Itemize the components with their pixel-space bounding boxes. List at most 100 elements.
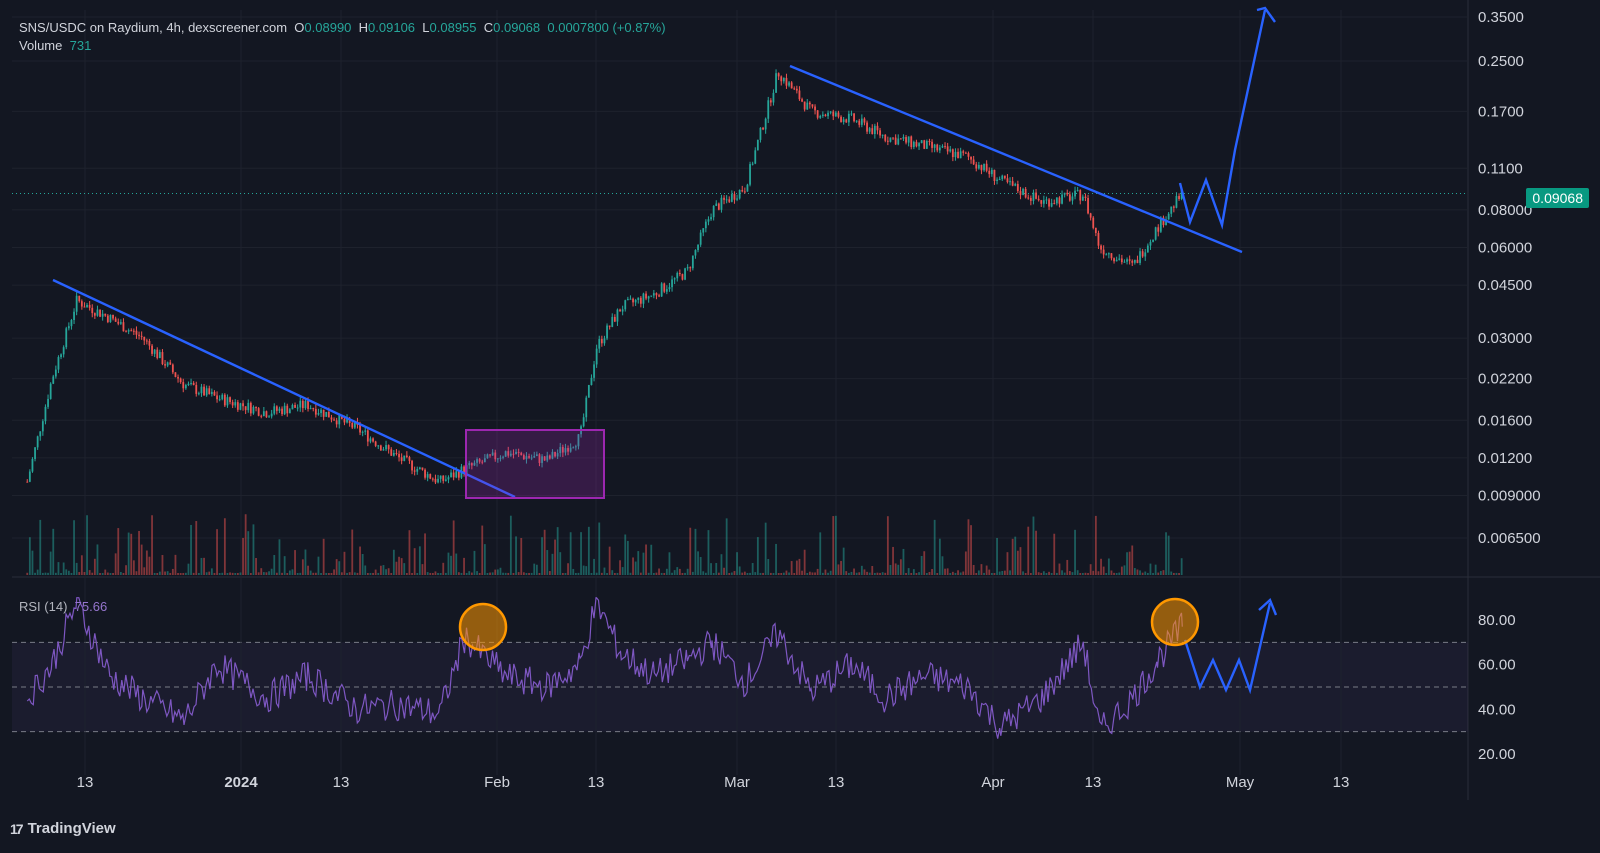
candle-body — [158, 352, 161, 359]
candle-body — [645, 293, 647, 299]
volume-bar — [707, 530, 710, 575]
volume-bar — [938, 538, 941, 575]
candle-body — [283, 405, 286, 415]
candle-body — [1029, 197, 1032, 201]
volume-bar — [57, 562, 60, 575]
rsi-label[interactable]: RSI (14) — [19, 599, 68, 614]
volume-bar — [936, 572, 939, 575]
volume-bar — [231, 572, 234, 575]
candle-body — [873, 125, 876, 135]
candle-body — [405, 455, 408, 458]
volume-bar — [1152, 572, 1154, 575]
volume-bar — [1009, 570, 1011, 575]
candle-body — [205, 388, 208, 396]
time-tick-label: May — [1226, 774, 1255, 791]
candle-body — [915, 141, 918, 147]
candle-body — [1048, 199, 1050, 207]
volume-bar — [356, 572, 359, 575]
volume-bar — [260, 568, 263, 575]
candle-body — [985, 163, 988, 171]
volume-bar — [639, 572, 642, 575]
candle-body — [733, 194, 736, 200]
candle-body — [811, 104, 814, 107]
volume-label[interactable]: Volume — [19, 38, 63, 53]
candle-body — [892, 137, 894, 139]
volume-bar — [338, 561, 341, 575]
candle-body — [777, 73, 780, 77]
candle-body — [694, 250, 697, 256]
tradingview-logo[interactable]: 17 TradingView — [10, 820, 116, 837]
volume-bar — [1113, 572, 1115, 575]
candle-body — [1144, 252, 1147, 257]
volume-bar — [1027, 526, 1030, 575]
candle-body — [509, 453, 512, 456]
volume-bar — [192, 572, 195, 575]
candle-body — [156, 349, 159, 359]
candle-body — [949, 149, 952, 152]
volume-bar — [814, 572, 816, 575]
volume-bar — [728, 572, 731, 575]
volume-bar — [340, 572, 343, 575]
candle-body — [242, 403, 244, 407]
volume-bar — [99, 573, 101, 575]
candle-body — [842, 119, 845, 123]
candle-body — [850, 113, 853, 115]
time-tick-label: 13 — [588, 774, 605, 791]
volume-bar — [187, 563, 190, 575]
candle-body — [879, 130, 881, 136]
candle-body — [616, 309, 619, 322]
candle-body — [772, 92, 775, 103]
volume-bar — [879, 572, 881, 575]
candle-body — [34, 447, 36, 459]
candle-body — [1092, 217, 1095, 228]
volume-bar — [463, 557, 465, 575]
volume-bar — [411, 572, 413, 575]
volume-bar — [294, 550, 296, 575]
candle-body — [785, 77, 788, 86]
candle-body — [551, 451, 554, 459]
candle-body — [564, 448, 567, 453]
volume-bar — [1084, 572, 1087, 575]
candle-body — [372, 438, 374, 442]
volume-bar — [884, 572, 887, 575]
candle-body — [554, 451, 556, 457]
volume-bar — [543, 529, 546, 575]
candle-body — [1032, 192, 1035, 201]
volume-bar — [223, 518, 226, 575]
volume-bar — [1089, 564, 1092, 575]
price-tick-label: 0.01600 — [1478, 412, 1532, 429]
volume-bar — [1141, 572, 1144, 575]
volume-bar — [642, 552, 645, 575]
candle-body — [125, 331, 127, 333]
volume-bar — [931, 569, 933, 575]
volume-bar — [658, 568, 660, 575]
volume-bar — [967, 519, 970, 575]
candle-body — [382, 449, 385, 451]
volume-bar — [928, 571, 931, 575]
volume-bar — [554, 539, 556, 575]
candle-body — [1128, 259, 1131, 261]
symbol-title[interactable]: SNS/USDC on Raydium, 4h, dexscreener.com — [19, 20, 288, 35]
candle-body — [593, 364, 595, 378]
volume-bar — [288, 570, 291, 575]
volume-bar — [91, 572, 94, 575]
candle-body — [390, 449, 393, 456]
volume-bar — [351, 529, 354, 575]
candle-body — [99, 309, 101, 317]
volume-bar — [556, 527, 559, 575]
candle-body — [707, 219, 710, 222]
candle-body — [231, 402, 234, 406]
candle-body — [455, 471, 458, 478]
volume-bar — [918, 572, 920, 575]
candle-body — [26, 481, 29, 483]
candle-body — [335, 420, 338, 425]
volume-bar — [1092, 570, 1095, 575]
volume-bar — [894, 563, 897, 575]
volume-header: Volume 731 — [19, 38, 91, 53]
candle-body — [413, 470, 416, 472]
volume-bar — [122, 572, 125, 575]
volume-bar — [346, 572, 348, 575]
candle-body — [996, 179, 998, 182]
volume-bar — [845, 571, 848, 575]
candle-body — [366, 430, 369, 442]
